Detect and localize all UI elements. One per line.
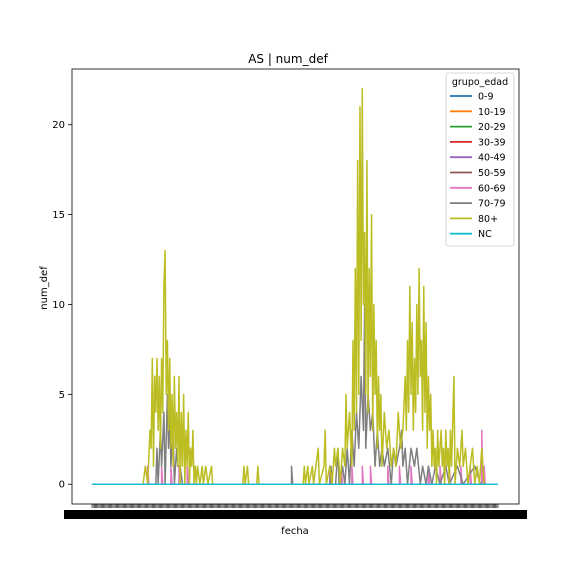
legend-label-30-39: 30-39 [478,137,506,148]
legend-label-0-9: 0-9 [478,92,494,103]
legend-label-50-59: 50-59 [478,168,506,179]
plot-background [72,69,519,504]
plot-area [71,68,520,505]
x-axis [64,504,527,519]
x-ticks [91,504,499,508]
x-tick-labels-overlapping [64,510,527,519]
legend-title: grupo_edad [452,77,508,88]
y-axis: 0 5 10 15 20 [52,120,72,491]
y-tick-label-5: 5 [59,390,65,401]
x-axis-label: fecha [281,526,309,537]
legend-label-20-29: 20-29 [478,122,506,133]
series-line-80+-0 [142,249,214,485]
chart-title: AS | num_def [248,52,328,66]
y-tick-label-0: 0 [59,480,65,491]
y-tick-label-15: 15 [52,210,65,221]
legend-label-10-19: 10-19 [478,107,506,118]
y-axis-label: num_def [39,266,50,310]
legend: grupo_edad 0-9 10-19 20-29 30-39 40-49 50-59 60… [445,72,515,247]
series-line-70-79-1 [290,303,482,485]
legend-label-NC: NC [478,229,492,240]
legend-label-70-79: 70-79 [478,199,506,210]
legend-label-40-49: 40-49 [478,153,506,164]
y-tick-label-20: 20 [52,120,65,131]
legend-label-80+: 80+ [478,214,498,225]
series-line-80+-3 [302,88,485,485]
legend-label-60-69: 60-69 [478,183,506,194]
plot-frame [71,68,520,505]
series-line-80+-2 [255,465,260,485]
y-tick-label-10: 10 [52,300,65,311]
